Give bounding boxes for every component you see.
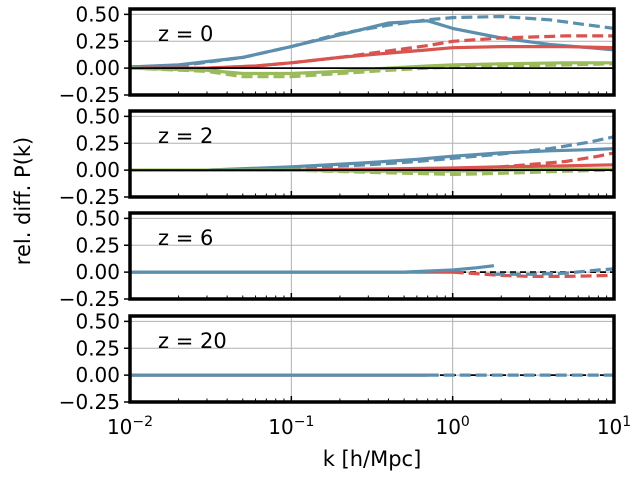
x-tick-label: 101 <box>597 414 631 439</box>
y-tick-label: −0.25 <box>59 83 120 107</box>
series-line-blue-solid <box>130 264 495 274</box>
y-tick-label: 0.25 <box>75 29 120 53</box>
y-tick-label: 0.50 <box>75 104 120 128</box>
panel-4: 0.50 0.25 0.00 −0.25 z = 20 <box>59 309 616 414</box>
series-line-red-solid <box>130 44 614 70</box>
series-line-blue-dashed <box>493 267 614 276</box>
y-axis-label: rel. diff. P(k) <box>11 137 35 265</box>
series-group <box>130 14 614 79</box>
x-tick-label: 10−1 <box>268 414 314 439</box>
y-tick-label: 0.00 <box>75 56 120 80</box>
series-group <box>130 135 614 176</box>
series-line-red-dashed <box>452 270 614 278</box>
series-line-green-dashed <box>130 62 614 79</box>
x-tick-label: 100 <box>435 414 469 439</box>
panel-3: 0.50 0.25 0.00 −0.25 z = 6 <box>59 206 616 311</box>
series-group <box>130 264 614 278</box>
y-tick-label: 0.50 <box>75 2 120 26</box>
panel-frame <box>128 211 616 301</box>
panel-frame <box>128 314 616 404</box>
series-line-blue-dashed <box>130 14 614 69</box>
y-tick-label: 0.50 <box>75 206 120 230</box>
chart-panels: 0.50 0.25 0.00 −0.25 z = 0 0.50 0.25 0.00 −0.25 z… <box>59 2 631 439</box>
y-tick-label: 0.00 <box>75 158 120 182</box>
y-tick-label: 0.25 <box>75 336 120 360</box>
panel-1: 0.50 0.25 0.00 −0.25 z = 0 <box>59 2 616 107</box>
y-tick-label: 0.00 <box>75 260 120 284</box>
x-axis-label: k [h/Mpc] <box>323 447 422 471</box>
panel-frame <box>128 7 616 97</box>
y-tick-label: 0.50 <box>75 309 120 333</box>
panel-frame <box>128 109 616 199</box>
panel-label: z = 0 <box>158 22 213 46</box>
y-tick-label: −0.25 <box>59 287 120 311</box>
y-tick-label: −0.25 <box>59 185 120 209</box>
y-tick-label: 0.25 <box>75 131 120 155</box>
y-tick-label: 0.25 <box>75 233 120 257</box>
x-tick-label: 10−2 <box>107 414 153 439</box>
panel-label: z = 20 <box>158 329 227 353</box>
panel-label: z = 6 <box>158 226 213 250</box>
y-tick-label: −0.25 <box>59 390 120 414</box>
panel-label: z = 2 <box>158 124 213 148</box>
series-line-red-dashed <box>130 34 614 70</box>
panel-2: 0.50 0.25 0.00 −0.25 z = 2 <box>59 104 616 209</box>
y-tick-label: 0.00 <box>75 363 120 387</box>
